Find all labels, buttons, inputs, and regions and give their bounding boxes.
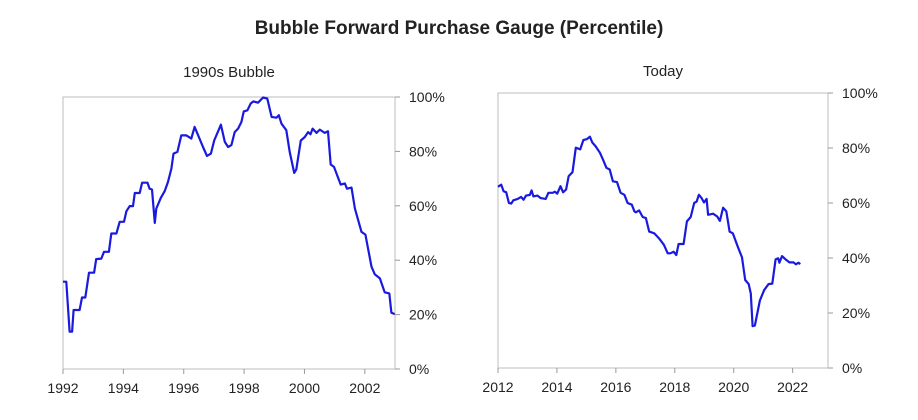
panel-today: Today 2012 2014 2016 2018 2020 2022 0% 20% 40% 60… [482,63,877,395]
x-tick-label: 1998 [229,380,260,396]
x-tick-label: 2012 [482,379,513,395]
chart-title: Bubble Forward Purchase Gauge (Percentil… [255,18,664,39]
x-tick-label: 2016 [600,379,631,395]
y-tick-label: 40% [409,252,437,268]
y-tick-label: 100% [409,89,445,105]
y-tick-label: 40% [842,250,870,266]
x-tick-label: 2018 [659,379,690,395]
y-tick-label: 60% [409,198,437,214]
y-tick-label: 20% [842,305,870,321]
x-tick-label: 1992 [47,380,78,396]
y-tick-label: 60% [842,195,870,211]
x-tick-label: 2022 [777,379,808,395]
gauge-line-series [63,96,396,333]
x-tick-label: 2000 [289,380,320,396]
x-tick-label: 2020 [718,379,749,395]
y-tick-label: 20% [409,307,437,323]
panel-1990s-bubble: 1990s Bubble 1992 1994 1996 1998 2000 2002 0% 2… [47,64,444,396]
y-tick-label: 0% [842,360,862,376]
plot-frame [497,92,829,369]
x-tick-label: 1996 [168,380,199,396]
plot-frame [62,96,396,370]
x-tick-label: 2002 [349,380,380,396]
y-tick-label: 0% [409,361,429,377]
panel-title: Today [643,63,684,80]
gauge-line-series [497,135,801,328]
y-tick-label: 80% [842,140,870,156]
panel-title: 1990s Bubble [183,64,275,81]
x-tick-label: 2014 [541,379,572,395]
x-tick-label: 1994 [108,380,139,396]
y-tick-label: 80% [409,143,437,159]
y-tick-label: 100% [842,85,878,101]
